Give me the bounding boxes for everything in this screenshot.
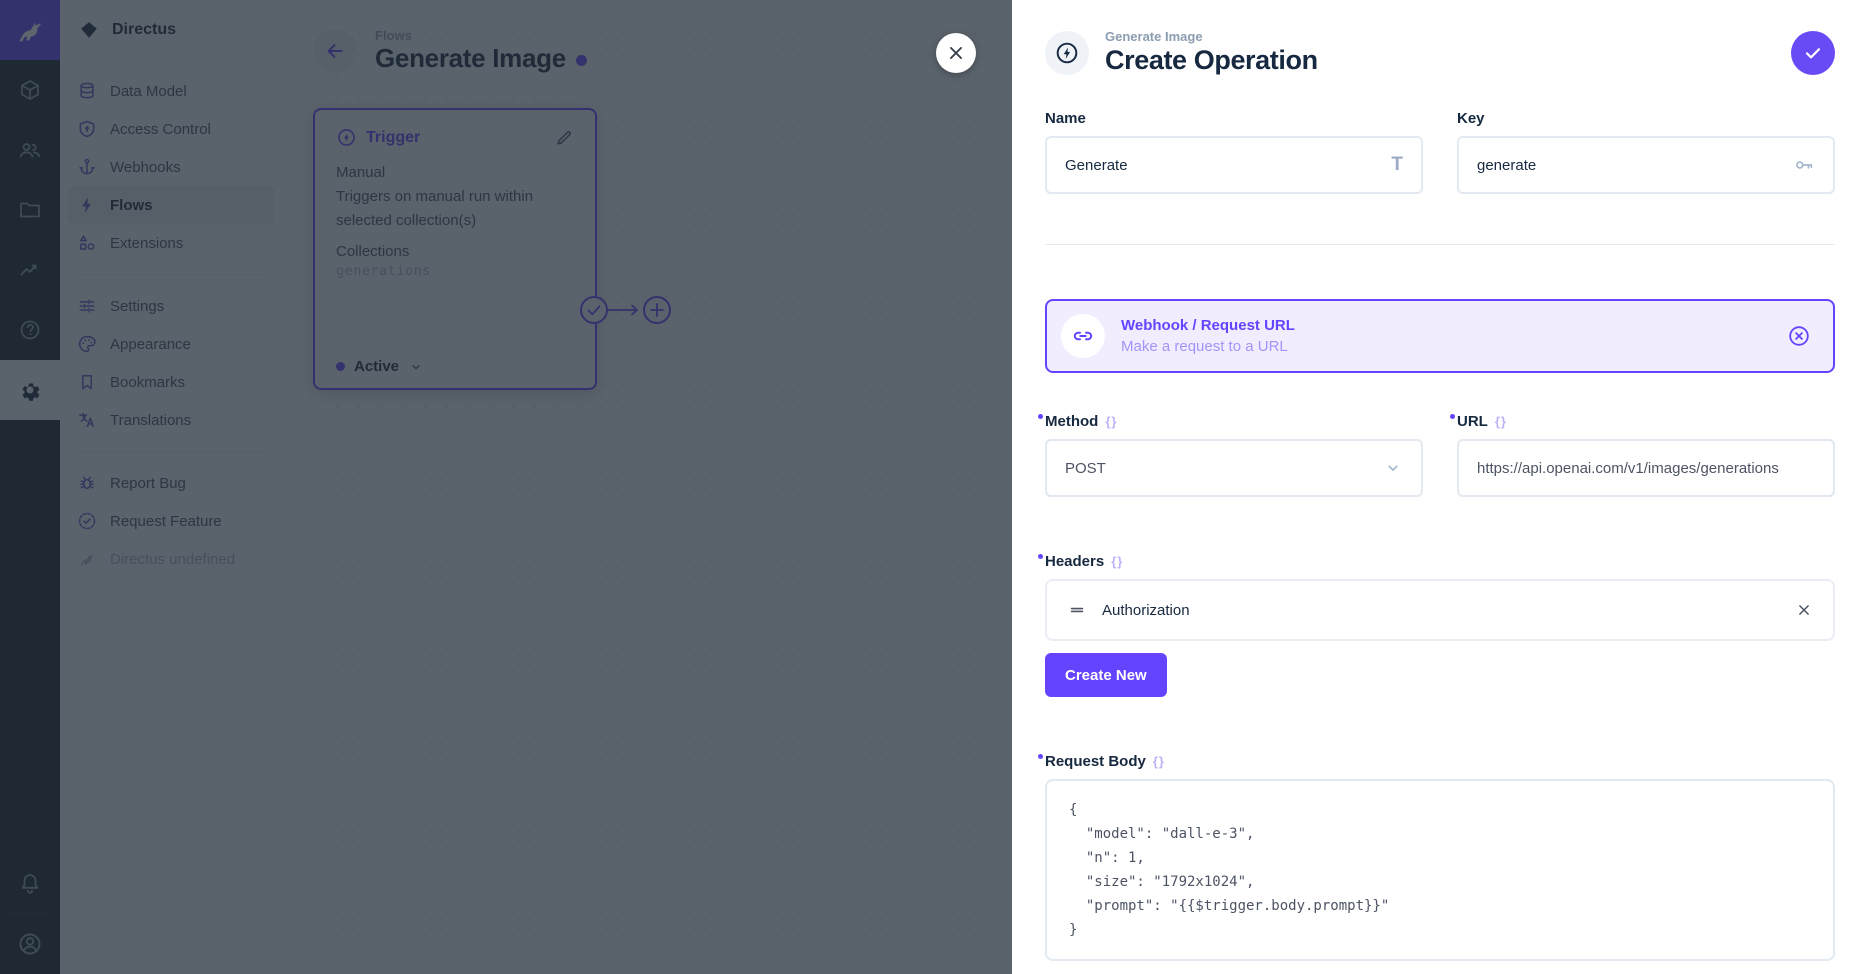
headers-field-label: Headers {} <box>1038 553 1835 570</box>
webhook-type-banner[interactable]: Webhook / Request URL Make a request to … <box>1045 299 1835 373</box>
banner-icon-circle <box>1061 314 1105 358</box>
close-drawer-button[interactable] <box>936 33 976 73</box>
method-field-group: Method {} POST <box>1038 413 1423 497</box>
deselect-type-icon[interactable] <box>1787 324 1811 348</box>
request-body-code: { "model": "dall-e-3", "n": 1, "size": "… <box>1069 802 1390 938</box>
title-formatter-icon: T <box>1391 154 1403 175</box>
key-input-value: generate <box>1477 156 1537 174</box>
raw-value-icon[interactable]: {} <box>1152 754 1165 769</box>
key-icon <box>1793 154 1815 176</box>
url-field-group: URL {} https://api.openai.com/v1/images/… <box>1450 413 1835 497</box>
header-row-value: Authorization <box>1102 601 1190 619</box>
create-new-button[interactable]: Create New <box>1045 653 1167 697</box>
url-input-value: https://api.openai.com/v1/images/generat… <box>1477 459 1779 477</box>
request-body-field-label: Request Body {} <box>1038 753 1835 770</box>
create-operation-drawer: Generate Image Create Operation Name Gen… <box>1012 0 1865 974</box>
method-select[interactable]: POST <box>1045 439 1423 497</box>
check-icon <box>1802 42 1824 64</box>
name-input-value: Generate <box>1065 156 1128 174</box>
request-body-editor[interactable]: { "model": "dall-e-3", "n": 1, "size": "… <box>1045 779 1835 961</box>
headers-section: Headers {} Authorization Create New <box>1038 553 1835 697</box>
close-icon <box>945 42 967 64</box>
raw-value-icon[interactable]: {} <box>1494 414 1507 429</box>
drawer-overlay-scrim[interactable] <box>0 0 1012 974</box>
link-icon <box>1071 324 1095 348</box>
banner-title: Webhook / Request URL <box>1121 317 1295 334</box>
drawer-breadcrumb[interactable]: Generate Image <box>1105 29 1203 44</box>
section-divider <box>1045 244 1835 245</box>
raw-value-icon[interactable]: {} <box>1105 414 1118 429</box>
url-input[interactable]: https://api.openai.com/v1/images/generat… <box>1457 439 1835 497</box>
header-row[interactable]: Authorization <box>1045 579 1835 641</box>
required-dot <box>1038 554 1043 559</box>
drawer-title: Create Operation <box>1105 45 1318 75</box>
key-field-group: Key generate <box>1457 110 1835 194</box>
required-dot <box>1038 754 1043 759</box>
request-body-section: Request Body {} { "model": "dall-e-3", "… <box>1038 753 1835 961</box>
key-field-label: Key <box>1457 110 1485 127</box>
name-input[interactable]: Generate T <box>1045 136 1423 194</box>
banner-subtitle: Make a request to a URL <box>1121 338 1288 355</box>
key-input[interactable]: generate <box>1457 136 1835 194</box>
method-select-value: POST <box>1065 459 1106 477</box>
chevron-down-icon <box>1383 458 1403 478</box>
required-dot <box>1038 414 1043 419</box>
name-field-label: Name <box>1045 110 1086 127</box>
drag-handle-icon[interactable] <box>1067 600 1087 620</box>
method-field-label: Method {} <box>1038 413 1423 430</box>
name-field-group: Name Generate T <box>1045 110 1423 194</box>
url-field-label: URL {} <box>1450 413 1835 430</box>
save-button[interactable] <box>1791 30 1835 75</box>
bolt-circle-icon <box>1054 40 1080 66</box>
operation-icon-button[interactable] <box>1045 30 1089 75</box>
remove-row-icon[interactable] <box>1795 601 1813 619</box>
raw-value-icon[interactable]: {} <box>1111 554 1124 569</box>
required-dot <box>1450 414 1455 419</box>
